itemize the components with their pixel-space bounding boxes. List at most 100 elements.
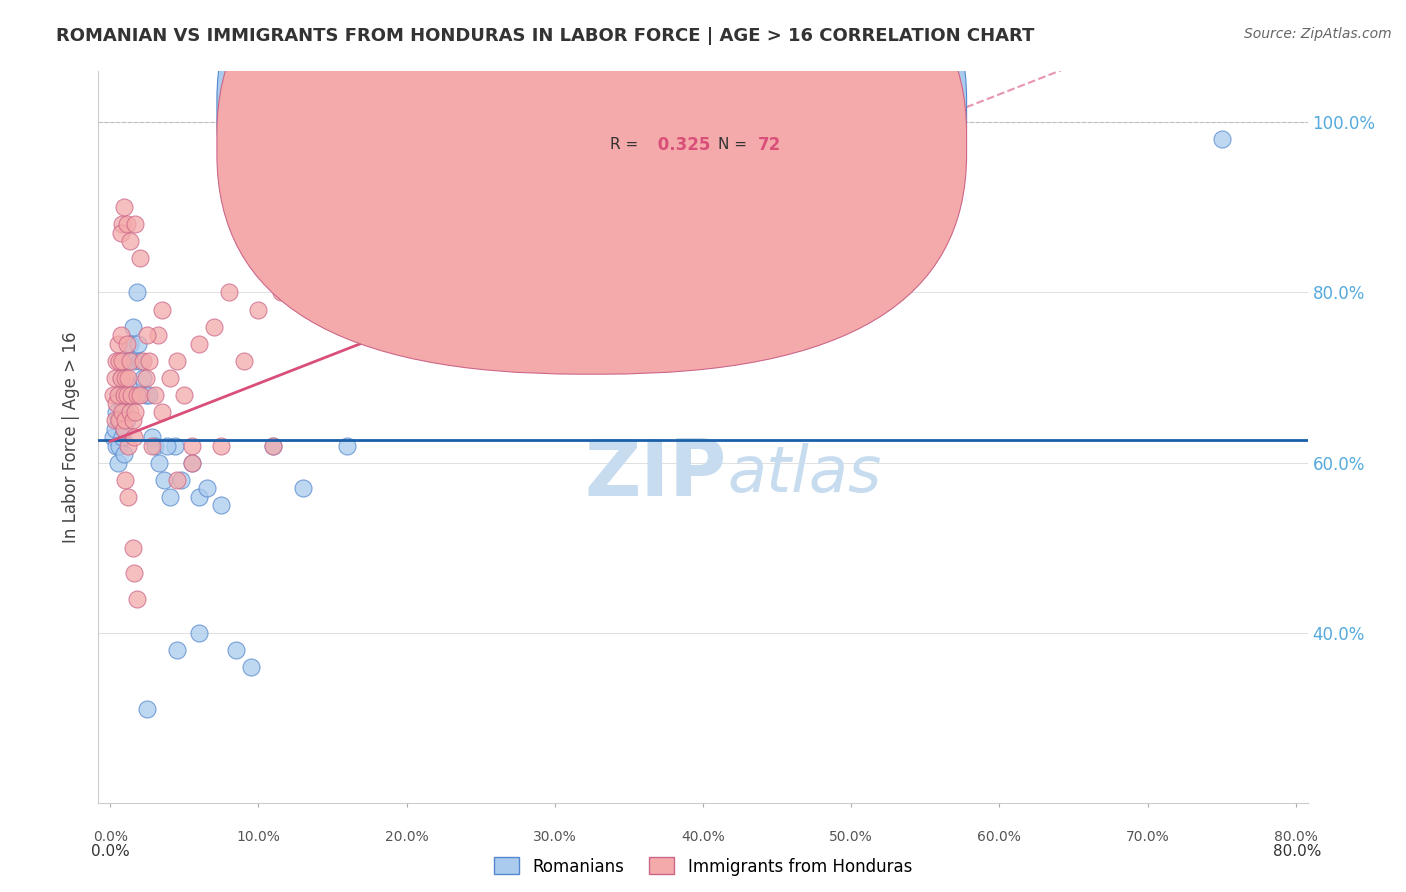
- Text: 40.0%: 40.0%: [681, 830, 725, 844]
- Point: [188, 336, 211, 351]
- Point: [150, 302, 173, 317]
- Point: [159, 490, 181, 504]
- Point: [141, 430, 163, 444]
- Point: [136, 328, 159, 343]
- Point: [291, 481, 314, 495]
- Text: 70.0%: 70.0%: [1126, 830, 1170, 844]
- Point: [112, 387, 135, 401]
- Point: [125, 285, 148, 300]
- Point: [111, 218, 134, 232]
- Text: 30.0%: 30.0%: [533, 830, 576, 844]
- Point: [111, 404, 134, 418]
- Point: [127, 336, 149, 351]
- Point: [352, 252, 374, 266]
- Point: [117, 370, 139, 384]
- Point: [148, 456, 170, 470]
- Point: [110, 413, 132, 427]
- Point: [135, 370, 157, 384]
- Text: 50: 50: [758, 102, 780, 120]
- Point: [132, 370, 155, 384]
- Point: [112, 421, 135, 435]
- Point: [121, 541, 143, 555]
- Point: [180, 456, 202, 470]
- Text: 0.325: 0.325: [652, 136, 710, 153]
- FancyBboxPatch shape: [564, 90, 842, 170]
- Point: [125, 591, 148, 606]
- Point: [110, 328, 132, 343]
- Point: [188, 490, 211, 504]
- Legend: Romanians, Immigrants from Honduras: Romanians, Immigrants from Honduras: [488, 851, 918, 882]
- Point: [129, 387, 152, 401]
- Point: [232, 353, 254, 368]
- Point: [225, 642, 247, 657]
- Point: [202, 319, 225, 334]
- Point: [262, 439, 284, 453]
- Point: [107, 336, 129, 351]
- Point: [136, 702, 159, 716]
- Point: [141, 439, 163, 453]
- Point: [195, 481, 218, 495]
- Text: 50.0%: 50.0%: [830, 830, 873, 844]
- Point: [114, 404, 136, 418]
- Point: [138, 353, 160, 368]
- Text: 10.0%: 10.0%: [236, 830, 280, 844]
- Point: [115, 413, 138, 427]
- Text: Source: ZipAtlas.com: Source: ZipAtlas.com: [1244, 27, 1392, 41]
- Text: 72: 72: [758, 136, 780, 153]
- Point: [105, 439, 128, 453]
- Point: [124, 404, 146, 418]
- Point: [120, 387, 142, 401]
- Point: [262, 439, 284, 453]
- Point: [291, 268, 314, 283]
- Point: [111, 396, 134, 410]
- Point: [110, 370, 132, 384]
- Point: [118, 404, 141, 418]
- Y-axis label: In Labor Force | Age > 16: In Labor Force | Age > 16: [62, 331, 80, 543]
- Point: [115, 218, 138, 232]
- Text: ROMANIAN VS IMMIGRANTS FROM HONDURAS IN LABOR FORCE | AGE > 16 CORRELATION CHART: ROMANIAN VS IMMIGRANTS FROM HONDURAS IN …: [56, 27, 1035, 45]
- Point: [114, 413, 136, 427]
- Point: [166, 353, 188, 368]
- Point: [104, 421, 127, 435]
- Point: [411, 218, 433, 232]
- Point: [118, 235, 141, 249]
- Point: [454, 218, 477, 232]
- Text: 0.0%: 0.0%: [91, 845, 131, 859]
- Point: [110, 370, 132, 384]
- Point: [152, 473, 174, 487]
- Point: [104, 370, 127, 384]
- Text: 20.0%: 20.0%: [385, 830, 429, 844]
- Point: [107, 387, 129, 401]
- Point: [114, 473, 136, 487]
- Point: [150, 404, 173, 418]
- Point: [188, 625, 211, 640]
- Text: 80.0%: 80.0%: [1274, 845, 1322, 859]
- Point: [110, 226, 132, 240]
- Point: [107, 456, 129, 470]
- Point: [170, 473, 193, 487]
- Point: [155, 439, 177, 453]
- Text: 60.0%: 60.0%: [977, 830, 1021, 844]
- Text: N =: N =: [717, 103, 751, 119]
- Point: [143, 439, 166, 453]
- Point: [122, 566, 145, 581]
- Point: [138, 387, 160, 401]
- Text: -0.004: -0.004: [652, 102, 711, 120]
- Point: [117, 379, 139, 393]
- Point: [122, 353, 145, 368]
- Point: [218, 285, 240, 300]
- Text: 0.0%: 0.0%: [93, 830, 128, 844]
- Point: [1211, 132, 1233, 146]
- Point: [105, 396, 128, 410]
- Point: [108, 413, 131, 427]
- Point: [129, 252, 152, 266]
- Point: [108, 353, 131, 368]
- Point: [108, 387, 131, 401]
- Point: [111, 430, 134, 444]
- Point: [111, 353, 134, 368]
- Point: [129, 353, 152, 368]
- Point: [132, 353, 155, 368]
- Point: [112, 201, 135, 215]
- FancyBboxPatch shape: [217, 0, 966, 374]
- Point: [117, 439, 139, 453]
